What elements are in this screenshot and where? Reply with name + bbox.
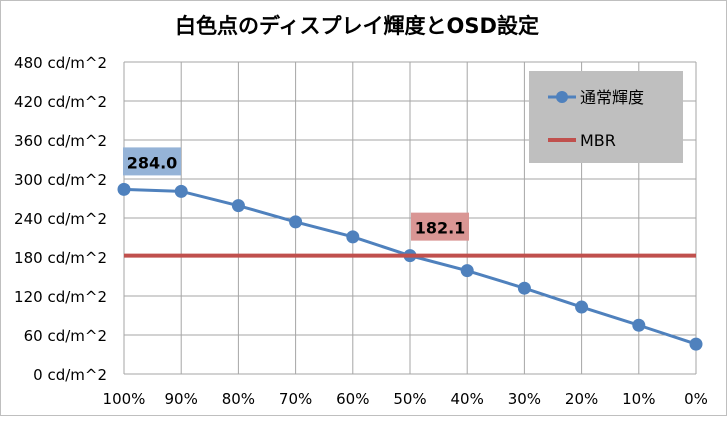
data-label: 182.1 [415,219,466,238]
x-tick-label: 100% [103,390,146,408]
y-tick-label: 240 cd/m^2 [14,210,107,228]
y-tick-label: 420 cd/m^2 [14,93,107,111]
data-label-bg [411,212,469,241]
chart-title: 白色点のディスプレイ輝度とOSD設定 [175,14,539,38]
data-point [517,281,531,295]
x-tick-label: 10% [622,390,655,408]
y-tick-label: 300 cd/m^2 [14,171,107,189]
y-tick-label: 360 cd/m^2 [14,132,107,150]
legend-label-mbr: MBR [580,131,616,150]
x-tick-label: 60% [336,390,369,408]
y-tick-label: 0 cd/m^2 [33,366,107,384]
x-tick-label: 40% [451,390,484,408]
y-tick-label: 180 cd/m^2 [14,249,107,267]
y-axis-ticks: 0 cd/m^2 60 cd/m^2 120 cd/m^2 180 cd/m^2 240… [14,54,107,384]
legend-marker-normal [556,91,568,103]
x-tick-label: 30% [508,390,541,408]
data-point [689,337,703,351]
data-point [289,215,303,229]
data-label: 284.0 [127,153,178,172]
y-tick-label: 60 cd/m^2 [24,327,107,345]
y-tick-label: 120 cd/m^2 [14,288,107,306]
legend-box [529,71,683,163]
x-tick-label: 90% [165,390,198,408]
legend: 通常輝度 MBR [529,71,683,163]
data-label-bg [123,147,181,176]
x-tick-label: 70% [279,390,312,408]
x-tick-label: 50% [393,390,426,408]
series [117,182,703,351]
data-point [174,184,188,198]
y-tick-label: 480 cd/m^2 [14,54,107,72]
legend-label-normal: 通常輝度 [580,88,644,107]
data-labels: 284.0 182.1 [123,147,469,241]
data-point [117,182,131,196]
data-point [575,300,589,314]
x-tick-label: 80% [222,390,255,408]
x-axis-ticks: 100% 90% 80% 70% 60% 50% 40% 30% 20% 10% 0% [103,390,708,408]
x-tick-label: 0% [684,390,708,408]
data-point [632,318,646,332]
data-point [460,264,474,278]
data-point [346,230,360,244]
x-tick-label: 20% [565,390,598,408]
data-point [231,199,245,213]
